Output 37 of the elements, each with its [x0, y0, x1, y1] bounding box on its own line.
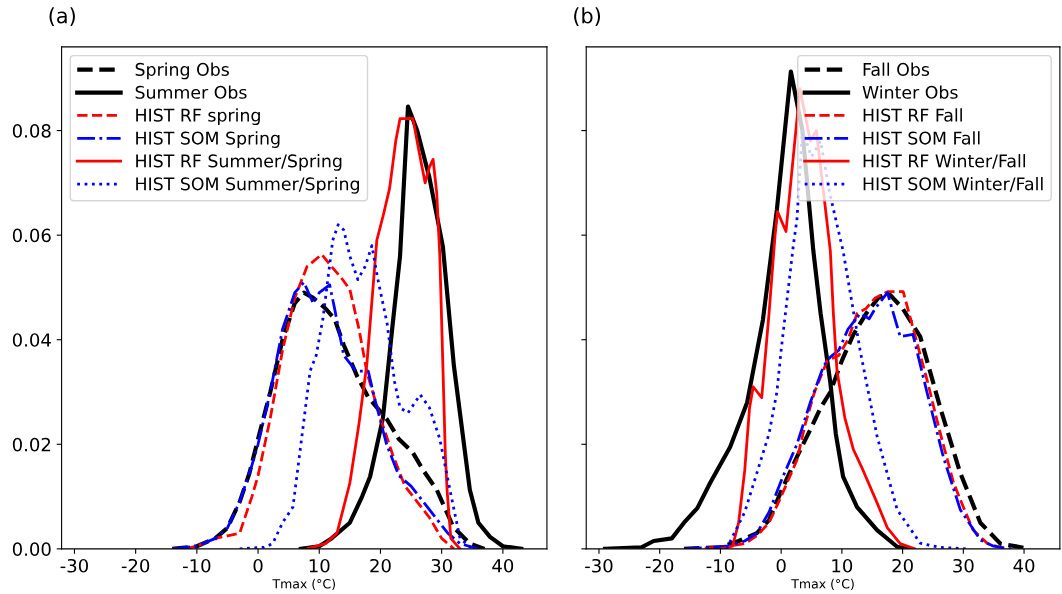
x-tick-label: -20	[645, 558, 674, 573]
x-tick-label: 30	[953, 558, 974, 573]
legend-label: Fall Obs	[863, 62, 930, 76]
y-tick-label: 0.06	[12, 228, 51, 243]
legend-label: Summer Obs	[135, 85, 247, 99]
x-tick-label: -20	[121, 558, 150, 573]
x-tick-label: 20	[892, 558, 913, 573]
legend-label: HIST RF spring	[136, 108, 260, 126]
legend-label: Winter Obs	[862, 85, 958, 99]
x-tick-label: -30	[585, 558, 613, 573]
y-tick-label: 0.04	[12, 333, 51, 347]
x-tick-label: 10	[832, 558, 853, 573]
x-tick-label: -30	[60, 558, 88, 573]
x-axis-title: Tmax (°C)	[272, 578, 335, 590]
x-axis-title: Tmax (°C)	[791, 578, 854, 590]
x-tick-label: -10	[706, 558, 734, 573]
x-tick-label: 30	[431, 558, 452, 573]
x-tick-label: 20	[370, 558, 391, 573]
x-tick-label: 10	[309, 558, 330, 573]
y-tick-label: 0.02	[12, 437, 51, 452]
chart-title: (b)	[574, 7, 601, 26]
chart-title: (a)	[49, 7, 75, 26]
x-tick-label: 40	[1013, 558, 1035, 573]
legend-label: HIST SOM Fall	[863, 131, 980, 145]
x-tick-label: 0	[253, 558, 263, 573]
legend-label: HIST RF Summer/Spring	[136, 154, 342, 171]
x-tick-label: 0	[776, 558, 786, 573]
y-tick-label: 0.00	[12, 542, 51, 556]
x-tick-label: 40	[492, 558, 514, 573]
legend-label: Spring Obs	[135, 62, 229, 80]
legend-label: HIST RF Winter/Fall	[863, 154, 1026, 169]
y-tick-label: 0.08	[12, 124, 51, 138]
legend-label: HIST RF Fall	[863, 108, 962, 122]
legend-label: HIST SOM Winter/Fall	[863, 176, 1043, 192]
x-tick-label: -10	[182, 558, 211, 573]
legend-label: HIST SOM Summer/Spring	[136, 176, 359, 194]
legend-label: HIST SOM Spring	[136, 131, 280, 148]
